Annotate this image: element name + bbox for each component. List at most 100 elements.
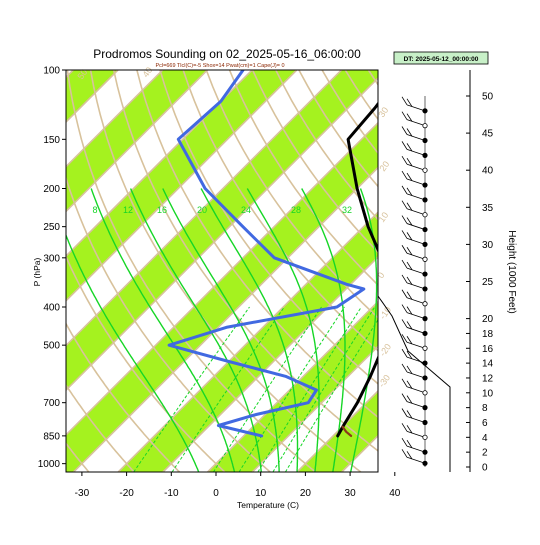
wind-barb-staff bbox=[407, 313, 425, 319]
mixing-ratio-label: 24 bbox=[241, 205, 251, 215]
y-axis-label: P (hPa) bbox=[32, 258, 42, 287]
height-tick-label: 8 bbox=[482, 403, 488, 414]
dry-adiabat-line bbox=[415, 70, 540, 472]
wind-barb-flag bbox=[402, 97, 407, 105]
isotherm-line bbox=[0, 70, 29, 472]
wind-barb-flag bbox=[402, 275, 407, 283]
wind-barb-flag bbox=[402, 394, 407, 402]
wind-barb-dot bbox=[423, 123, 427, 127]
wind-barb-flag bbox=[402, 156, 407, 164]
wind-barb-flag bbox=[402, 230, 407, 238]
wind-barb-staff bbox=[407, 238, 425, 244]
wind-barb-staff bbox=[407, 283, 425, 289]
pressure-tick-label: 100 bbox=[43, 66, 60, 77]
wind-barb-dot bbox=[423, 153, 427, 157]
height-tick-label: 2 bbox=[482, 448, 488, 459]
wind-barb-flag bbox=[402, 127, 407, 135]
datetime-badge-text: DT: 2025-05-12_00:00:00 bbox=[404, 56, 479, 63]
wind-barb-flag bbox=[402, 260, 407, 268]
wind-barb-staff bbox=[407, 372, 425, 378]
mixing-ratio-label: 12 bbox=[123, 205, 133, 215]
wind-barb-dot bbox=[423, 168, 427, 172]
height-tick-label: 35 bbox=[482, 203, 494, 214]
wind-barb-dot bbox=[423, 316, 427, 320]
x-axis-label: Temperature (C) bbox=[237, 500, 299, 510]
pressure-tick-label: 700 bbox=[43, 398, 60, 409]
temperature-tick-label: 0 bbox=[213, 488, 219, 499]
wind-barb-flag bbox=[402, 171, 407, 179]
wind-barb-flag bbox=[402, 201, 407, 209]
dry-adiabat-line bbox=[531, 70, 540, 472]
wind-region-boundary bbox=[378, 70, 450, 472]
wind-barb-flag bbox=[402, 349, 407, 357]
height-tick-label: 30 bbox=[482, 240, 494, 251]
wind-barb-flag bbox=[402, 216, 407, 224]
dry-adiabat-label: -20 bbox=[377, 342, 393, 358]
wind-barb-staff bbox=[407, 105, 425, 111]
wind-barb-dot bbox=[423, 242, 427, 246]
wind-barb-flag bbox=[402, 112, 407, 120]
wind-barb-dot bbox=[423, 435, 427, 439]
height-tick-label: 6 bbox=[482, 418, 488, 429]
height-tick-label: 20 bbox=[482, 314, 494, 325]
mixing-ratio-label: 20 bbox=[197, 205, 207, 215]
wind-barb-dot bbox=[423, 331, 427, 335]
wind-barb-dot bbox=[423, 198, 427, 202]
wind-barb-dot bbox=[423, 361, 427, 365]
wind-barb-flag bbox=[402, 423, 407, 431]
wind-barb-dot bbox=[423, 376, 427, 380]
dry-adiabat-label: -30 bbox=[376, 373, 392, 389]
wind-barb-dot bbox=[423, 183, 427, 187]
wind-barb-staff bbox=[407, 268, 425, 274]
pressure-tick-label: 500 bbox=[43, 341, 60, 352]
temperature-tick-label: -20 bbox=[119, 488, 134, 499]
height-tick-label: 25 bbox=[482, 277, 494, 288]
wind-barb-flag bbox=[402, 186, 407, 194]
temperature-tick-label: 20 bbox=[300, 488, 312, 499]
wind-barb-flag bbox=[402, 245, 407, 253]
wind-barb-staff bbox=[407, 135, 425, 141]
wind-barb-dot bbox=[423, 461, 427, 465]
wind-barb-staff bbox=[407, 387, 425, 393]
height-tick-label: 12 bbox=[482, 373, 494, 384]
dry-adiabat-label: 40 bbox=[140, 65, 154, 79]
pressure-tick-label: 1000 bbox=[38, 459, 61, 470]
wind-barb-dot bbox=[423, 346, 427, 350]
pressure-tick-label: 200 bbox=[43, 184, 60, 195]
chart-title: Prodromos Sounding on 02_2025-05-16_06:0… bbox=[93, 47, 361, 61]
wind-barb-staff bbox=[407, 327, 425, 333]
height-tick-label: 18 bbox=[482, 329, 494, 340]
wind-barb-flag bbox=[402, 364, 407, 372]
wind-barb-flag bbox=[402, 449, 407, 457]
wind-barb-staff bbox=[407, 446, 425, 452]
wind-barb-staff bbox=[407, 120, 425, 126]
wind-barb-staff bbox=[407, 209, 425, 215]
wind-barb-dot bbox=[423, 257, 427, 261]
wind-barb-staff bbox=[407, 194, 425, 200]
mixing-ratio-label: 32 bbox=[342, 205, 352, 215]
wind-barb-staff bbox=[407, 402, 425, 408]
pressure-tick-label: 400 bbox=[43, 303, 60, 314]
temperature-tick-label: 10 bbox=[255, 488, 267, 499]
height-tick-label: 0 bbox=[482, 463, 488, 474]
datetime-badge: DT: 2025-05-12_00:00:00 bbox=[394, 52, 488, 64]
temperature-tick-label: -30 bbox=[75, 488, 90, 499]
temperature-tick-label: -10 bbox=[164, 488, 179, 499]
pressure-tick-label: 150 bbox=[43, 135, 60, 146]
pressure-tick-label: 300 bbox=[43, 253, 60, 264]
wind-barb-flag bbox=[402, 379, 407, 387]
wind-barb-staff bbox=[407, 253, 425, 259]
dry-adiabat-line bbox=[461, 70, 540, 472]
wind-barb-flag bbox=[402, 305, 407, 313]
height-tick-label: 50 bbox=[482, 92, 494, 103]
mixing-ratio-label: 16 bbox=[157, 205, 167, 215]
mixing-ratio-label: 8 bbox=[92, 205, 97, 215]
dry-adiabat-label: 20 bbox=[377, 159, 391, 173]
wind-barb-staff bbox=[407, 224, 425, 230]
temperature-tick-label: 40 bbox=[389, 488, 401, 499]
wind-barb-staff bbox=[407, 164, 425, 170]
chart-subtitle: Pcl=669 Tlcl(C)=-5 Shox=14 Pwat(cm)=1 Ca… bbox=[155, 63, 284, 69]
wind-barb-dot bbox=[423, 287, 427, 291]
